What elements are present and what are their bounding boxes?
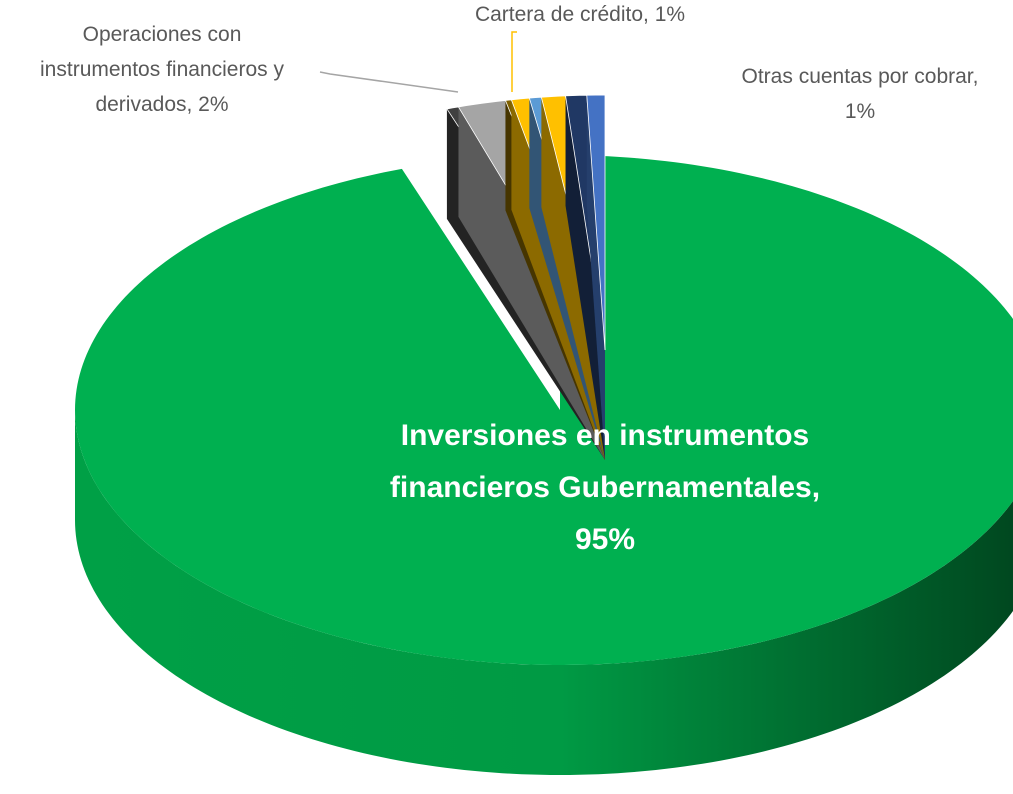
label-line: 95% xyxy=(575,523,635,556)
data-label: Inversiones en instrumentos financieros G… xyxy=(390,419,820,556)
labels: Inversiones en instrumentos financieros G… xyxy=(40,3,978,556)
slice-side xyxy=(75,410,1013,775)
label-line: Operaciones con xyxy=(83,23,242,46)
label-line: instrumentos financieros y xyxy=(40,58,284,81)
slice-face xyxy=(458,106,605,460)
slice-face xyxy=(565,95,605,460)
slice-face xyxy=(586,95,605,460)
leader-line xyxy=(319,71,459,93)
pie xyxy=(75,94,1013,775)
slice xyxy=(586,94,606,351)
label-line: financieros Gubernamentales, xyxy=(390,471,820,504)
label-line: Otras cuentas por cobrar, xyxy=(742,65,979,88)
data-label: Operaciones con instrumentos financieros … xyxy=(40,23,284,116)
data-label: Cartera de crédito, 1% xyxy=(475,3,685,26)
slice-face xyxy=(541,97,605,460)
slice xyxy=(75,155,1013,665)
label-line: Inversiones en instrumentos xyxy=(401,419,809,452)
label-line: derivados, 2% xyxy=(95,93,228,116)
label-line: 1% xyxy=(845,100,875,123)
label-line: Cartera de crédito, 1% xyxy=(475,3,685,26)
data-label: Otras cuentas por cobrar, 1% xyxy=(742,65,979,123)
leader-line xyxy=(511,31,517,92)
